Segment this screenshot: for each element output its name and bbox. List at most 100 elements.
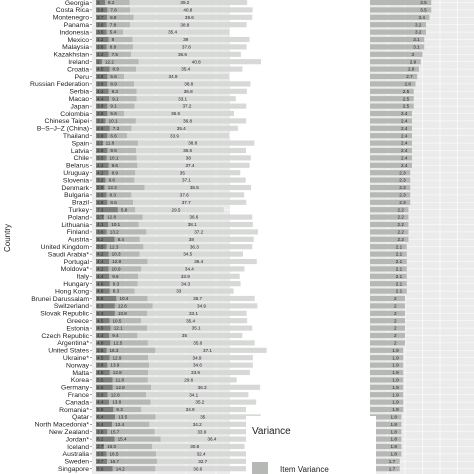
country-label: Finland — [67, 229, 90, 236]
value-label-a: 3.8 — [97, 200, 104, 205]
bar-segment-a — [96, 59, 102, 65]
value-label-a: 3.6 — [97, 22, 104, 27]
ratio-bar — [370, 258, 407, 265]
ratio-row: 2.1 — [370, 266, 474, 272]
bar-segment-b — [107, 133, 128, 139]
ratio-row: 2.2 — [370, 214, 474, 220]
bar-rows: Georgia 3 8.2 39.2 Costa Rica 3.8 7.6 40.8 Monte… — [30, 0, 270, 473]
value-label-b: 10.1 — [109, 119, 118, 124]
bar-segment-a — [96, 332, 110, 339]
ratio-bar — [370, 273, 407, 279]
value-label-c: 35.6 — [193, 341, 202, 346]
country-row: Singapore 5.6 14.2 30.6 — [58, 466, 248, 473]
value-label-c: 33.9 — [197, 429, 206, 434]
country-label: Peru — [75, 74, 90, 81]
ratio-row: 2 — [370, 310, 474, 316]
bar-segment-a — [96, 36, 109, 43]
country-label: Hungary — [63, 281, 89, 288]
ratio-row: 1.9 — [370, 384, 474, 390]
bar-segment-a — [96, 147, 108, 154]
bar-segment-b — [117, 207, 136, 213]
country-row: Japan 3.8 9.1 37.2 — [70, 103, 247, 110]
bar-segment-a — [96, 295, 117, 302]
ratio-row: 2 — [370, 332, 474, 339]
ratio-row: 2.5 — [370, 96, 474, 101]
value-label-c: 36.6 — [171, 111, 180, 116]
ratio-bar — [370, 66, 419, 72]
bar-segment-c — [147, 377, 237, 383]
ratio-bar — [370, 207, 409, 213]
bar-segment-b — [105, 177, 135, 183]
country-row: Kazakhstan 4.2 7.5 36.6 — [53, 52, 241, 59]
ratio-bar — [370, 73, 418, 80]
ratio-row: 3.2 — [370, 22, 474, 28]
country-row: Denmark 2.9 13.3 35.5 — [61, 185, 252, 192]
bar-segment-a — [96, 236, 115, 242]
ratio-row: 3.2 — [370, 29, 474, 35]
value-label-b: 12.4 — [115, 422, 124, 427]
value-label-a: 4.6 — [97, 281, 104, 286]
bar-segment-a — [96, 118, 106, 124]
value-label-a: 2 — [97, 59, 100, 64]
country-row: Russian Federation 3.8 8.9 38.8 — [30, 81, 251, 88]
bar-segment-b — [109, 318, 141, 324]
ratio-bar — [370, 377, 404, 383]
country-label: Australia — [63, 451, 90, 458]
country-label: Denmark — [61, 185, 89, 192]
country-row: Czech Republic 4.4 9.4 35 — [41, 332, 243, 340]
bar-segment-a — [96, 22, 107, 28]
bar-segment-c — [124, 73, 229, 80]
value-label-b: 9.4 — [112, 333, 119, 338]
value-label-b: 11.8 — [106, 141, 115, 146]
bar-segment-c — [123, 29, 230, 35]
bar-segment-b — [110, 340, 148, 346]
bar-segment-b — [109, 96, 137, 102]
ratio-bar — [370, 147, 412, 154]
ratio-bar — [370, 406, 404, 413]
bar-segment-a — [96, 436, 115, 442]
bar-segment-a — [96, 199, 108, 205]
bar-segment-b — [107, 429, 155, 435]
ratio-value-label: 2.2 — [398, 237, 405, 242]
bar-segment-a — [96, 14, 108, 20]
value-label-b: 16.3 — [110, 348, 119, 353]
bar-segment-b — [109, 332, 138, 339]
ratio-bar — [370, 414, 402, 420]
value-label-a: 3 — [97, 0, 100, 5]
value-label-b: 16.5 — [110, 452, 119, 457]
ratio-bar — [370, 14, 430, 20]
value-label-b: 12.9 — [113, 355, 122, 360]
country-label: Poland — [68, 214, 89, 221]
bar-segment-a — [96, 66, 110, 72]
ratio-value-label: 3.5 — [420, 8, 427, 13]
ratio-bar — [370, 392, 404, 398]
ratio-value-label: 2.2 — [398, 215, 405, 220]
country-label: Qatar — [72, 414, 90, 421]
ratio-bar — [370, 140, 412, 146]
value-label-c: 40.8 — [183, 8, 192, 13]
value-label-b: 10.4 — [119, 296, 128, 301]
ratio-row: 1.9 — [370, 406, 474, 413]
value-label-c: 37.7 — [182, 200, 191, 205]
bar-segment-a — [96, 96, 110, 102]
country-label: Italy — [77, 274, 90, 281]
bar-segment-b — [114, 236, 140, 242]
ratio-row: 2.1 — [370, 288, 474, 294]
value-label-a: 5.5 — [97, 378, 104, 383]
ratio-value-label: 2.5 — [403, 96, 410, 101]
value-label-c: 35.4 — [181, 67, 190, 72]
bar-segment-b — [106, 451, 156, 457]
ratio-bar — [370, 443, 402, 450]
value-label-a: 6.3 — [97, 311, 104, 316]
country-row: Brunei Darussalam 6.8 10.4 35.7 — [31, 295, 255, 303]
country-row: Germany 5.6 12.8 36.3 — [61, 385, 261, 392]
country-row: Costa Rica 3.8 7.6 40.8 — [56, 7, 253, 14]
value-label-a: 5.6 — [97, 385, 104, 390]
value-label-c: 33.1 — [189, 311, 198, 316]
ratio-bar — [370, 0, 432, 6]
bar-segment-c — [134, 81, 251, 87]
value-label-b: 13.2 — [110, 230, 119, 235]
ratio-row: 1.9 — [370, 362, 474, 368]
bar-segment-b — [107, 81, 135, 87]
value-label-a: 3.8 — [97, 74, 104, 79]
